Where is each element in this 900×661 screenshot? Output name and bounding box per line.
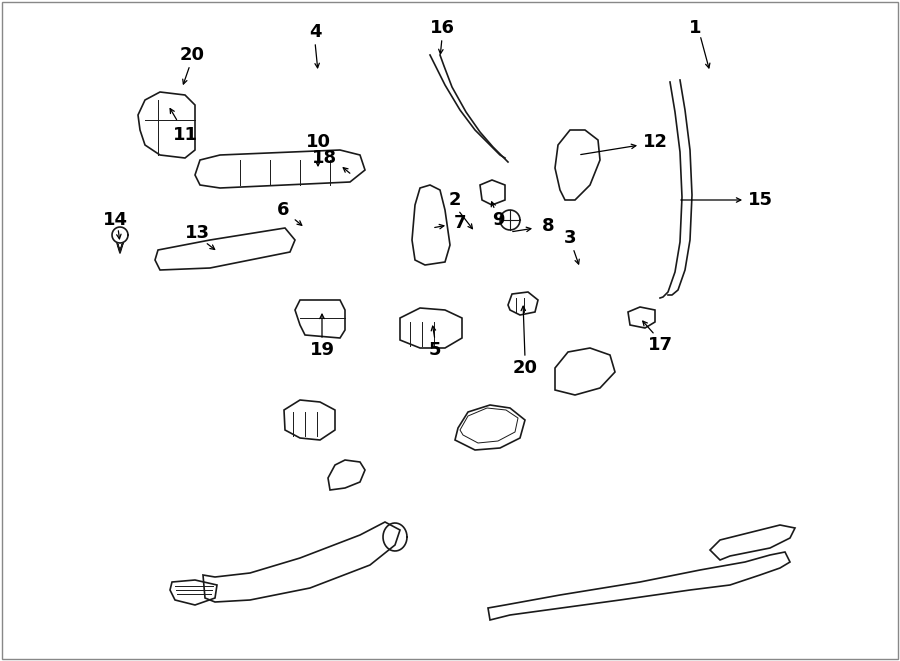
Text: 15: 15 xyxy=(748,191,772,209)
Text: 20: 20 xyxy=(179,46,204,64)
Text: 8: 8 xyxy=(542,217,554,235)
Text: 5: 5 xyxy=(428,341,441,359)
Text: 1: 1 xyxy=(688,19,701,37)
Text: 20: 20 xyxy=(512,359,537,377)
Text: 10: 10 xyxy=(305,133,330,151)
Text: 16: 16 xyxy=(429,19,454,37)
Text: 18: 18 xyxy=(312,149,338,167)
Text: 14: 14 xyxy=(103,211,128,229)
Text: 11: 11 xyxy=(173,126,197,144)
Text: 2: 2 xyxy=(449,191,461,209)
Text: 6: 6 xyxy=(277,201,289,219)
Text: 4: 4 xyxy=(309,23,321,41)
Text: 13: 13 xyxy=(184,224,210,242)
Text: 9: 9 xyxy=(491,211,504,229)
Text: 17: 17 xyxy=(647,336,672,354)
Text: 19: 19 xyxy=(310,341,335,359)
Text: 12: 12 xyxy=(643,133,668,151)
Text: 3: 3 xyxy=(563,229,576,247)
Text: 7: 7 xyxy=(454,214,466,232)
